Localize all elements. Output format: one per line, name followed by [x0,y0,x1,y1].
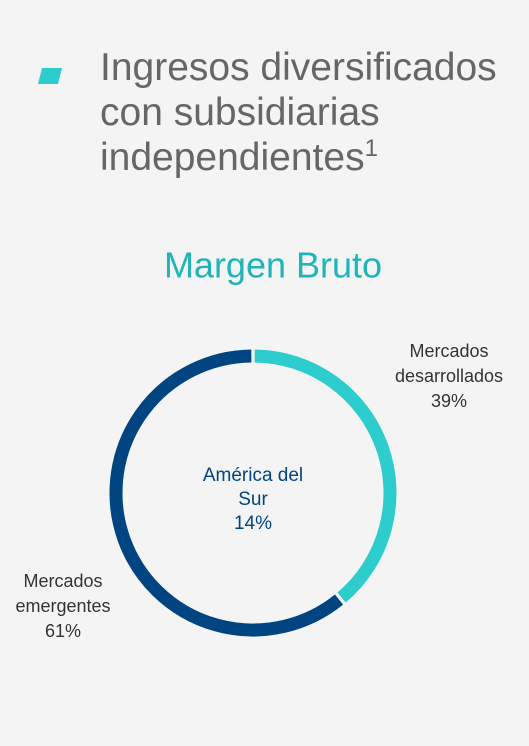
segment-label: Mercados emergentes [15,571,110,616]
donut-segment [254,349,397,603]
center-label: América del Sur [203,465,303,510]
donut-segment [109,349,344,637]
segment-label: Mercados desarrollados [395,341,503,386]
segment-value-label: 39% [431,391,467,411]
footnote-mark: 1 [365,135,378,162]
heading: Ingresos diversificados con subsidiarias i… [100,46,497,179]
chart-title: Margen Bruto [164,245,382,286]
center-value: 14% [234,513,272,534]
segment-value-label: 61% [45,621,81,641]
bullet-icon [38,68,62,84]
